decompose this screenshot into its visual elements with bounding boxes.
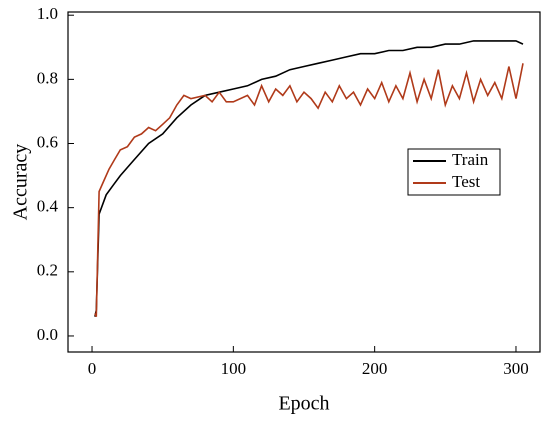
x-tick-label: 300	[503, 359, 529, 378]
y-tick-label: 0.4	[37, 197, 59, 216]
y-tick-label: 0.6	[37, 132, 58, 151]
legend-label: Train	[452, 150, 489, 169]
y-axis-title: Accuracy	[10, 144, 32, 221]
plot-frame	[67, 11, 541, 353]
x-axis-title: Epoch	[278, 393, 329, 415]
y-tick-label: 0.2	[37, 261, 58, 280]
y-tick-label: 0.8	[37, 68, 58, 87]
legend-box	[407, 148, 501, 196]
y-tick-label: 1.0	[37, 4, 58, 23]
legend-label: Test	[452, 172, 480, 191]
y-tick-label: 0.0	[37, 325, 58, 344]
x-tick-label: 0	[88, 359, 97, 378]
series-line	[94, 63, 524, 318]
series-line	[94, 40, 524, 317]
x-tick-label: 200	[362, 359, 388, 378]
x-tick-label: 100	[221, 359, 247, 378]
